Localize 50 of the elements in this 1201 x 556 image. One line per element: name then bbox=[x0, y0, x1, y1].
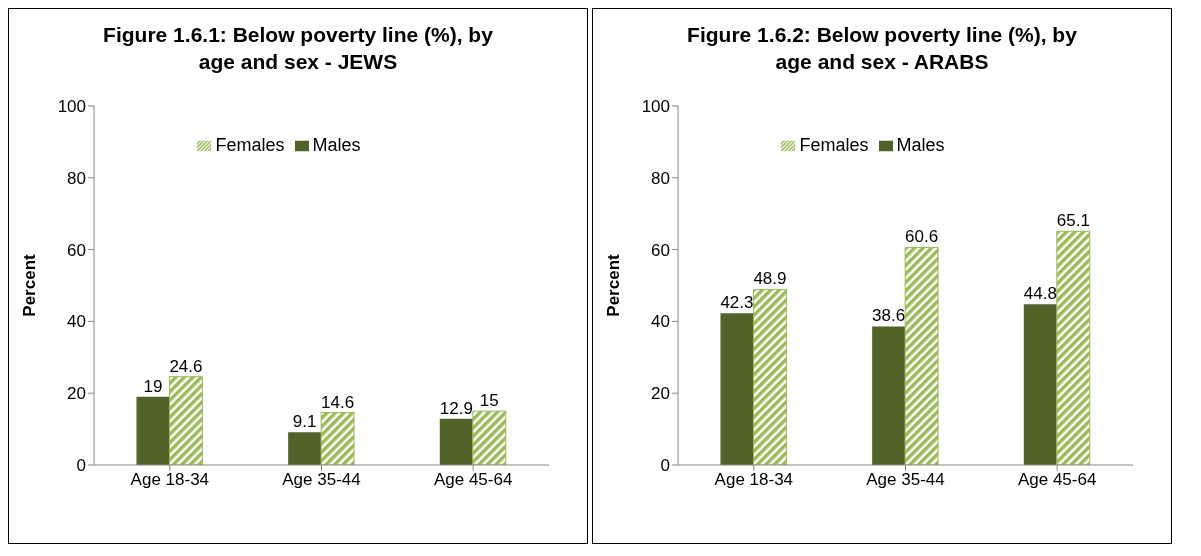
x-tick-label: Age 18-34 bbox=[714, 470, 794, 490]
data-label: 65.1 bbox=[1056, 211, 1090, 231]
data-label: 15 bbox=[479, 391, 499, 411]
data-label: 38.6 bbox=[872, 306, 906, 326]
bar bbox=[288, 432, 322, 465]
y-tick-label: 100 bbox=[57, 97, 86, 117]
legend-label: Males bbox=[896, 135, 945, 155]
y-tick-label: 20 bbox=[651, 384, 670, 404]
data-label: 12.9 bbox=[439, 398, 473, 418]
bar bbox=[720, 313, 754, 465]
bar bbox=[752, 288, 787, 465]
y-axis-title: Percent bbox=[20, 253, 40, 317]
y-tick-label: 80 bbox=[651, 168, 670, 188]
bar bbox=[168, 376, 203, 465]
data-label: 24.6 bbox=[169, 356, 203, 376]
bar bbox=[1056, 230, 1091, 465]
data-label: 60.6 bbox=[905, 227, 939, 247]
bar bbox=[872, 326, 906, 465]
data-label: 48.9 bbox=[753, 269, 787, 289]
bar bbox=[472, 410, 507, 465]
x-tick-label: Age 35-44 bbox=[282, 470, 361, 490]
y-axis-title: Percent bbox=[604, 253, 624, 317]
x-tick-label: Age 45-64 bbox=[1017, 470, 1097, 490]
y-tick-label: 40 bbox=[67, 312, 86, 332]
y-tick-label: 100 bbox=[641, 97, 670, 117]
data-label: 14.6 bbox=[321, 392, 355, 412]
bar bbox=[136, 396, 170, 465]
y-tick-label: 60 bbox=[67, 240, 86, 260]
x-tick-label: Age 45-64 bbox=[433, 470, 513, 490]
legend-label: Females bbox=[215, 135, 285, 155]
y-tick-label: 80 bbox=[67, 168, 86, 188]
bar bbox=[320, 412, 355, 465]
bar bbox=[439, 418, 473, 465]
y-tick-label: 0 bbox=[660, 456, 670, 476]
x-tick-label: Age 18-34 bbox=[130, 470, 210, 490]
bar bbox=[1023, 304, 1057, 465]
data-label: 9.1 bbox=[292, 412, 317, 432]
y-tick-label: 40 bbox=[651, 312, 670, 332]
y-tick-label: 0 bbox=[76, 456, 86, 476]
legend-label: Females bbox=[799, 135, 869, 155]
data-label: 42.3 bbox=[720, 293, 754, 313]
y-tick-label: 60 bbox=[651, 240, 670, 260]
data-label: 19 bbox=[143, 376, 163, 396]
chart-title: Figure 1.6.1: Below poverty line (%), by age and sex - JEWS bbox=[102, 22, 494, 75]
data-label: 44.8 bbox=[1023, 284, 1057, 304]
x-tick-label: Age 35-44 bbox=[866, 470, 945, 490]
legend-label: Males bbox=[312, 135, 361, 155]
bar bbox=[904, 246, 939, 465]
chart-title: Figure 1.6.2: Below poverty line (%), by age and sex - ARABS bbox=[686, 22, 1078, 75]
y-tick-label: 20 bbox=[67, 384, 86, 404]
